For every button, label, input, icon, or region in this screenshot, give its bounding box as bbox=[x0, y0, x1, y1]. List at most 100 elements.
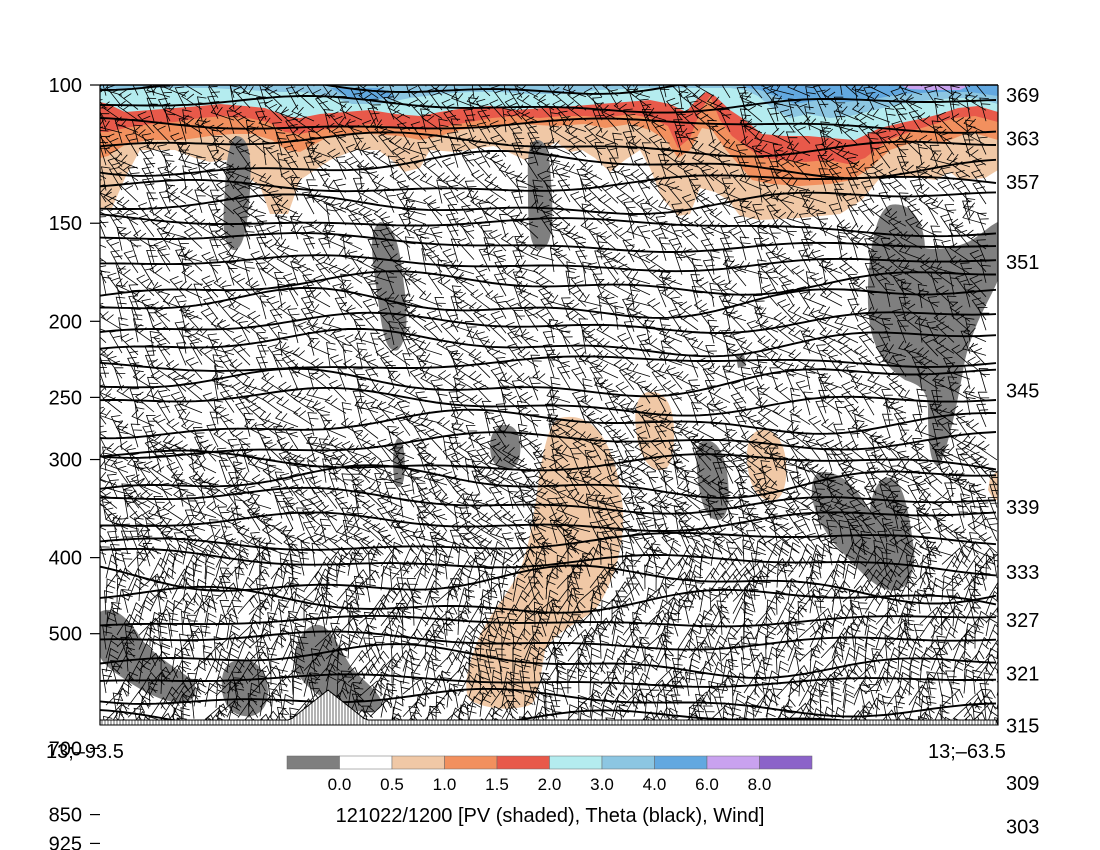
wind-barb bbox=[102, 85, 107, 96]
wind-barb bbox=[296, 263, 315, 286]
wind-barb bbox=[250, 250, 267, 274]
wind-barb bbox=[312, 193, 331, 215]
wind-barb bbox=[878, 722, 883, 725]
wind-barb bbox=[934, 378, 945, 403]
wind-barb bbox=[344, 286, 363, 309]
wind-barb bbox=[230, 312, 251, 334]
wind-barb bbox=[828, 354, 843, 378]
wind-barb bbox=[838, 65, 858, 84]
wind-barb bbox=[261, 253, 283, 274]
wind-barb bbox=[402, 189, 427, 205]
wind-barb bbox=[861, 392, 875, 416]
wind-barb bbox=[850, 222, 875, 239]
wind-barb bbox=[249, 752, 259, 776]
wind-barb bbox=[232, 206, 251, 228]
wind-barb bbox=[629, 283, 640, 308]
wind-barb bbox=[185, 357, 203, 380]
wind-barb bbox=[274, 208, 299, 225]
wind-barb bbox=[709, 99, 731, 119]
wind-barb bbox=[407, 344, 427, 366]
wind-barb bbox=[752, 295, 765, 319]
wind-barb bbox=[520, 112, 539, 134]
wind-barb bbox=[692, 447, 704, 472]
wind-barb bbox=[952, 612, 968, 636]
wind-barb bbox=[160, 86, 173, 110]
wind-barb bbox=[231, 600, 243, 624]
wind-barb bbox=[231, 382, 251, 404]
wind-barb bbox=[445, 179, 459, 203]
wind-barb bbox=[118, 425, 129, 450]
wind-barb bbox=[546, 730, 555, 754]
wind-barb bbox=[679, 530, 691, 554]
wind-barb bbox=[206, 486, 228, 507]
wind-barb bbox=[476, 144, 491, 168]
wind-barb bbox=[461, 153, 475, 178]
wind-barb bbox=[516, 372, 539, 392]
wind-barb bbox=[608, 450, 624, 474]
wind-barb bbox=[328, 472, 341, 497]
wind-barb bbox=[854, 814, 873, 834]
wind-barb bbox=[259, 172, 283, 190]
wind-barb bbox=[183, 799, 195, 823]
wind-barb bbox=[948, 271, 960, 296]
wind-barb bbox=[438, 118, 449, 143]
wind-barb bbox=[948, 429, 971, 448]
wind-barb bbox=[631, 121, 651, 143]
wind-barb bbox=[685, 95, 699, 119]
wind-barb bbox=[886, 777, 895, 801]
wind-barb bbox=[139, 803, 159, 822]
wind-barb bbox=[248, 181, 267, 204]
wind-barb bbox=[173, 377, 187, 401]
wind-barb bbox=[517, 423, 529, 449]
wind-barb bbox=[900, 161, 923, 181]
y-tick-label: 200 bbox=[49, 311, 82, 333]
wind-barb bbox=[472, 356, 491, 378]
wind-barb bbox=[800, 62, 812, 85]
wind-barb bbox=[917, 283, 929, 309]
wind-barb bbox=[595, 127, 619, 145]
wind-barb bbox=[302, 273, 315, 298]
wind-barb bbox=[992, 766, 1002, 790]
wind-barb bbox=[361, 119, 379, 143]
wind-barb bbox=[621, 456, 646, 472]
wind-barb bbox=[197, 776, 208, 799]
wind-barb bbox=[110, 250, 123, 274]
wind-barb bbox=[865, 767, 876, 791]
wind-barb bbox=[302, 225, 315, 249]
wind-barb bbox=[787, 681, 800, 706]
wind-barb bbox=[170, 478, 195, 495]
wind-barb bbox=[712, 461, 725, 486]
wind-barb bbox=[117, 779, 130, 802]
wind-barb bbox=[843, 789, 856, 812]
wind-barb bbox=[876, 130, 891, 155]
wind-barb bbox=[162, 501, 184, 521]
wind-barb bbox=[596, 323, 619, 342]
wind-barb bbox=[159, 482, 173, 506]
wind-barb bbox=[350, 87, 363, 111]
wind-barb bbox=[471, 85, 475, 98]
wind-barb bbox=[408, 85, 427, 108]
wind-barb bbox=[260, 780, 279, 800]
wind-barb bbox=[491, 705, 503, 725]
wind-barb bbox=[276, 242, 299, 261]
wind-barb bbox=[520, 767, 530, 791]
wind-barb bbox=[794, 99, 811, 122]
wind-barb bbox=[238, 788, 248, 812]
wind-barb bbox=[396, 122, 411, 146]
wind-barb bbox=[434, 296, 446, 321]
wind-barb bbox=[953, 801, 968, 824]
wind-barb bbox=[614, 227, 635, 248]
wind-barb bbox=[426, 145, 443, 168]
wind-barb bbox=[271, 766, 282, 790]
wind-barb bbox=[104, 202, 123, 225]
wind-barb bbox=[611, 635, 626, 660]
wind-barb bbox=[931, 789, 944, 812]
wind-barb bbox=[469, 394, 491, 415]
wind-barb bbox=[527, 131, 540, 155]
wind-barb bbox=[506, 108, 523, 131]
wind-barb bbox=[963, 364, 975, 389]
wind-barb bbox=[199, 345, 219, 367]
wind-barb bbox=[446, 224, 459, 248]
wind-barb bbox=[518, 288, 539, 310]
wind-barb bbox=[622, 239, 635, 263]
